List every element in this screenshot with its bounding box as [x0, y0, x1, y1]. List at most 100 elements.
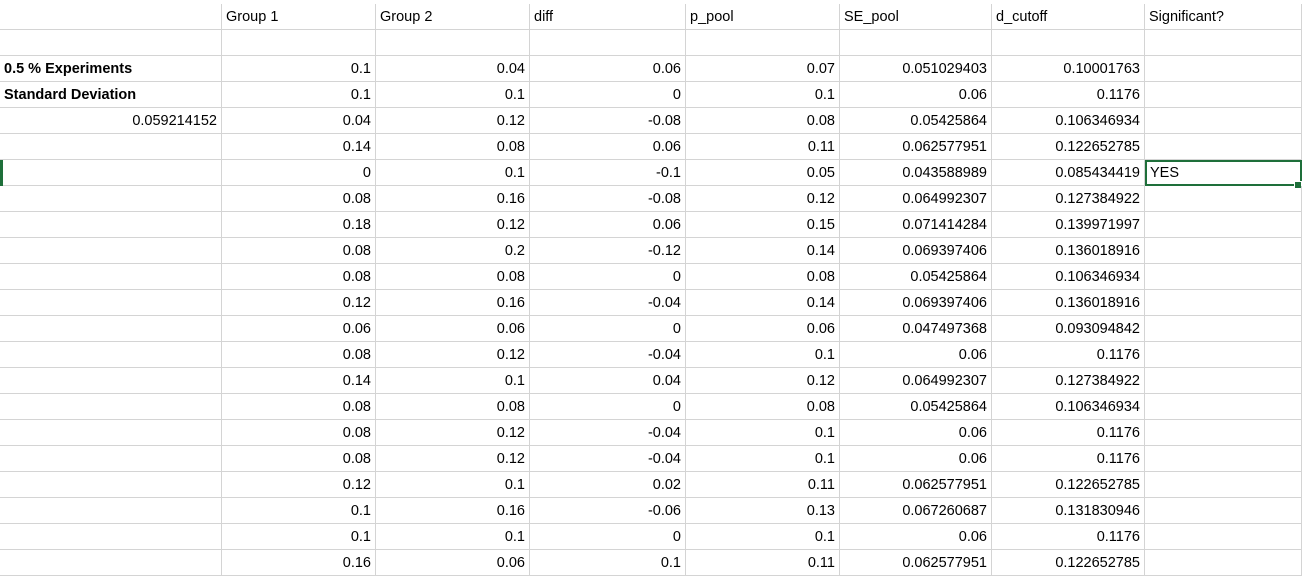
cell-d-cutoff[interactable]: 0.139971997 [992, 212, 1145, 238]
cell-label[interactable] [0, 368, 222, 394]
cell-label[interactable] [0, 394, 222, 420]
cell-diff[interactable]: 0.02 [530, 472, 686, 498]
std-dev-value[interactable]: 0.059214152 [0, 108, 222, 134]
cell-diff[interactable]: 0.06 [530, 134, 686, 160]
cell-d-cutoff[interactable]: 0.085434419 [992, 160, 1145, 186]
cell-p-pool[interactable]: 0.08 [686, 264, 840, 290]
cell-d-cutoff[interactable]: 0.1176 [992, 524, 1145, 550]
cell-se-pool[interactable]: 0.064992307 [840, 368, 992, 394]
cell-label[interactable] [0, 524, 222, 550]
cell-diff[interactable]: 0.06 [530, 212, 686, 238]
cell-se-pool[interactable]: 0.047497368 [840, 316, 992, 342]
cell-significant[interactable] [1145, 238, 1302, 264]
cell-group-1[interactable]: 0.1 [222, 498, 376, 524]
cell-group-1[interactable]: 0.1 [222, 524, 376, 550]
cell-diff[interactable]: -0.04 [530, 342, 686, 368]
cell-p-pool[interactable]: 0.11 [686, 550, 840, 576]
cell-d-cutoff[interactable]: 0.136018916 [992, 238, 1145, 264]
cell-label[interactable] [0, 186, 222, 212]
cell-group-2[interactable]: 0.04 [376, 56, 530, 82]
cell-group-1[interactable]: 0.08 [222, 394, 376, 420]
cell-label[interactable] [0, 342, 222, 368]
cell-diff[interactable]: -0.1 [530, 160, 686, 186]
cell-d-cutoff[interactable]: 0.127384922 [992, 186, 1145, 212]
cell-se-pool[interactable]: 0.06 [840, 420, 992, 446]
cell-se-pool[interactable]: 0.06 [840, 82, 992, 108]
cell-empty[interactable] [992, 30, 1145, 56]
experiments-label[interactable]: 0.5 % Experiments [0, 56, 222, 82]
cell-significant[interactable] [1145, 472, 1302, 498]
cell-p-pool[interactable]: 0.12 [686, 368, 840, 394]
cell-group-1[interactable]: 0.08 [222, 342, 376, 368]
cell-group-2[interactable]: 0.08 [376, 134, 530, 160]
cell-diff[interactable]: -0.04 [530, 420, 686, 446]
cell-group-1[interactable]: 0 [222, 160, 376, 186]
cell-label[interactable] [0, 134, 222, 160]
cell-d-cutoff[interactable]: 0.1176 [992, 342, 1145, 368]
cell-p-pool[interactable]: 0.1 [686, 524, 840, 550]
cell-significant[interactable] [1145, 524, 1302, 550]
cell-diff[interactable]: -0.08 [530, 186, 686, 212]
std-dev-label[interactable]: Standard Deviation [0, 82, 222, 108]
cell-se-pool[interactable]: 0.06 [840, 524, 992, 550]
column-header-diff[interactable]: diff [530, 4, 686, 30]
cell-label[interactable] [0, 446, 222, 472]
cell-group-1[interactable]: 0.16 [222, 550, 376, 576]
cell-empty[interactable] [1145, 30, 1302, 56]
cell-group-2[interactable]: 0.12 [376, 420, 530, 446]
cell-group-2[interactable]: 0.1 [376, 160, 530, 186]
cell-empty[interactable] [530, 30, 686, 56]
cell-group-2[interactable]: 0.12 [376, 446, 530, 472]
cell-significant[interactable] [1145, 498, 1302, 524]
cell-significant[interactable] [1145, 186, 1302, 212]
cell-p-pool[interactable]: 0.05 [686, 160, 840, 186]
cell-p-pool[interactable]: 0.08 [686, 108, 840, 134]
cell-d-cutoff[interactable]: 0.131830946 [992, 498, 1145, 524]
cell-p-pool[interactable]: 0.08 [686, 394, 840, 420]
column-header-group-1[interactable]: Group 1 [222, 4, 376, 30]
cell-significant[interactable] [1145, 316, 1302, 342]
cell-d-cutoff[interactable]: 0.106346934 [992, 108, 1145, 134]
cell-se-pool[interactable]: 0.05425864 [840, 108, 992, 134]
cell-group-1[interactable]: 0.1 [222, 82, 376, 108]
cell-p-pool[interactable]: 0.15 [686, 212, 840, 238]
cell-group-2[interactable]: 0.1 [376, 82, 530, 108]
cell-group-1[interactable]: 0.1 [222, 56, 376, 82]
cell-significant[interactable] [1145, 446, 1302, 472]
cell-group-1[interactable]: 0.12 [222, 472, 376, 498]
cell-diff[interactable]: 0.06 [530, 56, 686, 82]
cell-label[interactable] [0, 420, 222, 446]
cell-significant[interactable] [1145, 342, 1302, 368]
cell-p-pool[interactable]: 0.11 [686, 472, 840, 498]
cell-significant[interactable] [1145, 394, 1302, 420]
cell-p-pool[interactable]: 0.1 [686, 420, 840, 446]
cell-p-pool[interactable]: 0.13 [686, 498, 840, 524]
cell-diff[interactable]: -0.12 [530, 238, 686, 264]
cell-empty[interactable] [686, 30, 840, 56]
cell-se-pool[interactable]: 0.05425864 [840, 394, 992, 420]
cell-empty[interactable] [840, 30, 992, 56]
column-header-d-cutoff[interactable]: d_cutoff [992, 4, 1145, 30]
cell-se-pool[interactable]: 0.062577951 [840, 134, 992, 160]
selected-cell-significant[interactable]: YES [1145, 160, 1302, 186]
cell-d-cutoff[interactable]: 0.093094842 [992, 316, 1145, 342]
cell-group-1[interactable]: 0.08 [222, 238, 376, 264]
cell-se-pool[interactable]: 0.051029403 [840, 56, 992, 82]
cell-label[interactable] [0, 550, 222, 576]
cell-se-pool[interactable]: 0.064992307 [840, 186, 992, 212]
cell-p-pool[interactable]: 0.14 [686, 290, 840, 316]
cell-d-cutoff[interactable]: 0.1176 [992, 420, 1145, 446]
cell-significant[interactable] [1145, 134, 1302, 160]
cell-label[interactable] [0, 212, 222, 238]
cell-group-1[interactable]: 0.18 [222, 212, 376, 238]
cell-label[interactable] [0, 472, 222, 498]
cell-diff[interactable]: 0 [530, 524, 686, 550]
cell-diff[interactable]: 0 [530, 316, 686, 342]
cell-se-pool[interactable]: 0.071414284 [840, 212, 992, 238]
cell-d-cutoff[interactable]: 0.122652785 [992, 550, 1145, 576]
cell-group-2[interactable]: 0.2 [376, 238, 530, 264]
column-header-label[interactable] [0, 4, 222, 30]
cell-label[interactable] [0, 264, 222, 290]
cell-empty[interactable] [376, 30, 530, 56]
cell-group-2[interactable]: 0.08 [376, 264, 530, 290]
